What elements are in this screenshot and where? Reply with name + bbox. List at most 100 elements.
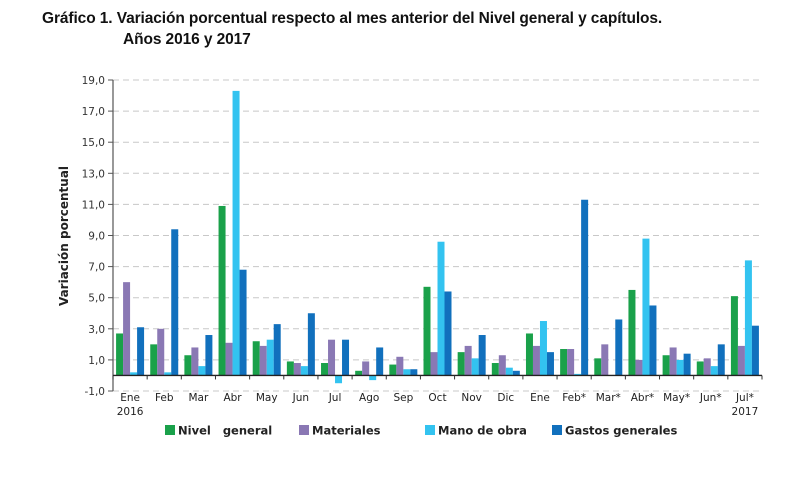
bar-mano-de-obra (574, 373, 582, 376)
bar-gastos-generales (478, 335, 486, 376)
legend-item: Materiales (299, 424, 381, 438)
bar-materiales (191, 347, 199, 376)
bar-gastos-generales (205, 335, 213, 376)
bar-gastos-generales (546, 352, 554, 376)
bar-gastos-generales (342, 339, 350, 376)
bar-mano-de-obra (642, 238, 650, 376)
bar-materiales (362, 361, 370, 376)
bar-materiales (396, 356, 404, 376)
bar-gastos-generales (751, 325, 759, 376)
x-year-label: 2017 (732, 406, 759, 418)
bar-materiales (737, 345, 745, 376)
bar-nivel-general (389, 364, 397, 376)
bar-nivel-general (696, 361, 704, 376)
bar-nivel-general (457, 352, 465, 376)
legend-item: Gastos generales (552, 424, 677, 438)
bar-mano-de-obra (539, 321, 547, 376)
bar-nivel-general (116, 333, 124, 376)
bar-gastos-generales (307, 313, 315, 376)
bar-mano-de-obra (437, 241, 445, 376)
bar-materiales (259, 345, 267, 376)
bar-materiales (430, 352, 438, 376)
bar-nivel-general (594, 358, 602, 376)
bar-mano-de-obra (130, 372, 138, 376)
chart-title-line1: Gráfico 1. Variación porcentual respecto… (42, 10, 663, 27)
y-tick-label: 11,0 (82, 199, 105, 211)
x-tick-label: Dic (497, 392, 514, 404)
bar-gastos-generales (512, 370, 520, 376)
bar-mano-de-obra (744, 260, 752, 376)
bar-nivel-general (491, 363, 499, 376)
bar-materiales (498, 355, 506, 376)
y-tick-label: 1,0 (88, 355, 105, 367)
x-tick-label: Ene (120, 392, 140, 404)
x-tick-label: Abr* (631, 392, 654, 404)
y-axis-label: Variación porcentual (57, 166, 71, 306)
bar-nivel-general (286, 361, 294, 376)
bar-mano-de-obra (403, 369, 411, 376)
bar-materiales (601, 344, 609, 376)
bar-nivel-general (321, 363, 329, 376)
bar-nivel-general (184, 355, 192, 376)
bar-mano-de-obra (198, 366, 206, 376)
legend-swatch (425, 425, 435, 435)
x-tick-label: Ago (359, 392, 379, 404)
x-tick-label: Jun (292, 392, 309, 404)
bar-materiales (532, 345, 540, 376)
x-tick-label: Ene (530, 392, 550, 404)
legend-swatch (299, 425, 309, 435)
y-tick-label: 15,0 (82, 137, 105, 149)
bar-nivel-general (252, 341, 260, 376)
y-tick-label: -1,0 (85, 386, 106, 398)
bar-gastos-generales (683, 353, 691, 376)
bar-mano-de-obra (471, 358, 479, 376)
bar-nivel-general (355, 370, 363, 376)
y-tick-label: 17,0 (82, 106, 105, 118)
x-tick-label: May (256, 392, 278, 404)
legend-swatch (165, 425, 175, 435)
legend-label: Mano de obra (438, 424, 527, 438)
x-tick-label: Jul (328, 392, 342, 404)
bar-materiales (225, 342, 233, 376)
bar-nivel-general (730, 296, 738, 376)
bar-mano-de-obra (300, 366, 308, 376)
bar-materiales (669, 347, 677, 376)
bar-materiales (464, 345, 472, 376)
x-tick-label: Feb* (562, 392, 586, 404)
axes (108, 79, 763, 392)
bar-gastos-generales (444, 291, 452, 376)
bar-gastos-generales (410, 369, 418, 376)
chart-subtitle: Años 2016 y 2017 (123, 31, 251, 48)
bar-nivel-general (423, 286, 431, 376)
bar-nivel-general (628, 289, 636, 376)
bar-gastos-generales (239, 269, 247, 376)
bar-gastos-generales (649, 305, 657, 376)
bar-mano-de-obra (369, 375, 377, 381)
bar-nivel-general (662, 355, 670, 376)
legend-item: Nivel general (165, 424, 272, 438)
bar-gastos-generales (581, 199, 589, 376)
x-tick-label: Mar (188, 392, 208, 404)
x-tick-label: Abr (223, 392, 242, 404)
bar-gastos-generales (273, 324, 281, 376)
bar-nivel-general (218, 205, 226, 376)
bar-mano-de-obra (505, 367, 513, 376)
y-tick-labels: -1,0 1,0 3,0 5,0 7,0 9,0 11,0 13,0 15,0 17,0 19,0 (82, 75, 105, 398)
legend-item: Mano de obra (425, 424, 527, 438)
bar-mano-de-obra (710, 366, 718, 376)
x-year-label: 2016 (117, 406, 144, 418)
x-tick-label: Feb (155, 392, 174, 404)
chart-title: Gráfico 1. Variación porcentual respecto… (42, 8, 662, 50)
bars (116, 90, 759, 384)
bar-materiales (567, 349, 575, 376)
bar-gastos-generales (376, 347, 384, 376)
bar-mano-de-obra (232, 90, 240, 376)
legend-label: Nivel general (178, 424, 272, 438)
bar-mano-de-obra (335, 375, 343, 384)
legend: Nivel general Materiales Mano de obra Gasto… (165, 424, 677, 438)
x-tick-label: May* (663, 392, 690, 404)
bar-materiales (703, 358, 711, 376)
bar-materiales (293, 363, 301, 376)
x-tick-label: Jun* (699, 392, 722, 404)
